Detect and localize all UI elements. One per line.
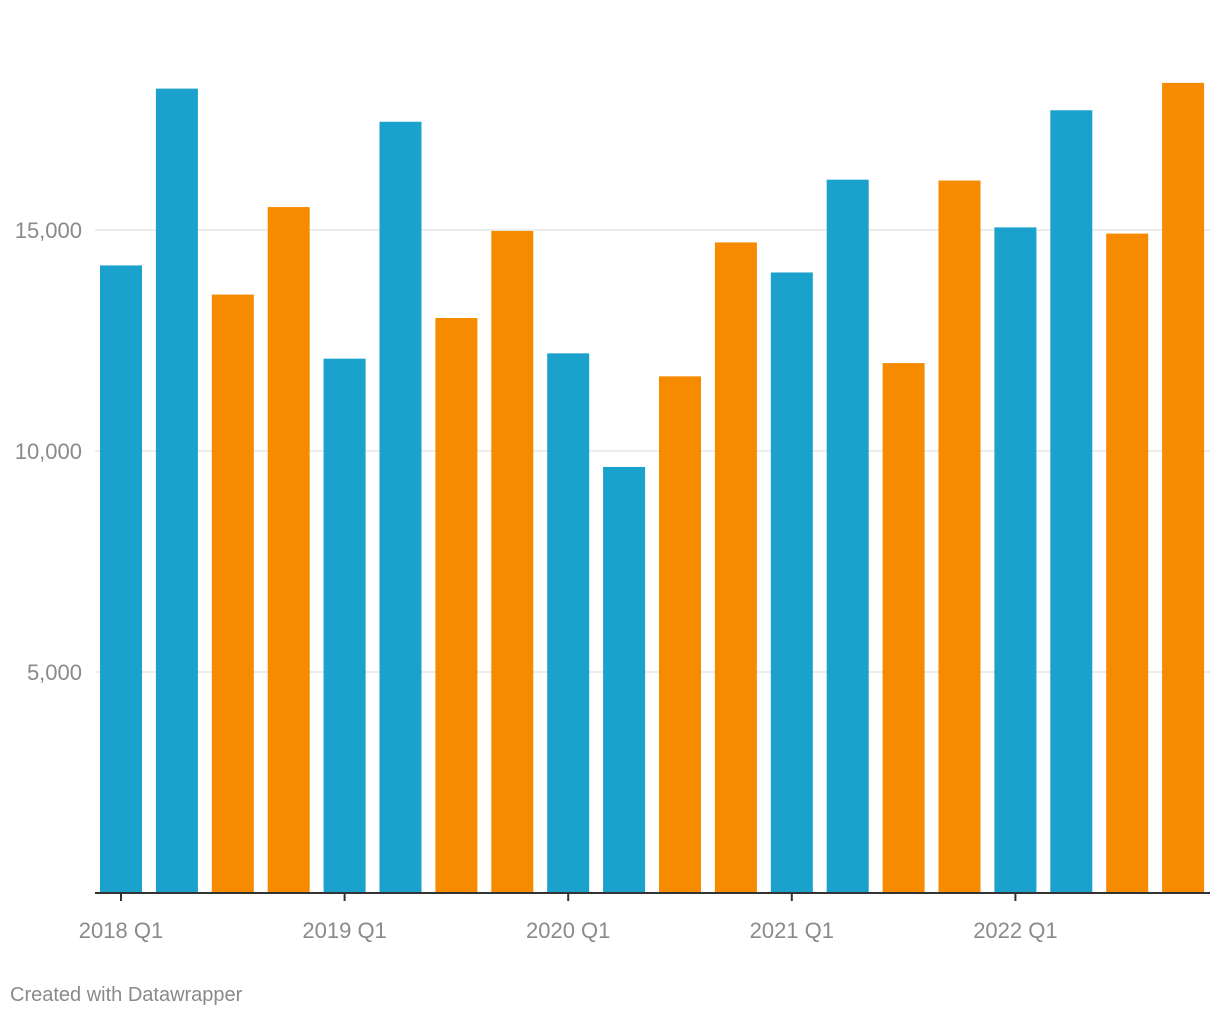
bar-2021-q3: [882, 363, 925, 893]
bar-2020-q1: [547, 353, 590, 893]
bar-2021-q4: [938, 180, 981, 893]
bar-2018-q3: [211, 294, 254, 893]
bar-2018-q1: [100, 265, 142, 893]
bar-2020-q4: [714, 242, 757, 894]
bar-2018-q2: [155, 88, 198, 893]
bar-2018-q4: [267, 207, 310, 893]
bar-2021-q2: [826, 179, 869, 893]
bar-2022-q1: [994, 227, 1037, 893]
bar-2019-q2: [379, 121, 422, 893]
bar-2022-q2: [1050, 110, 1093, 893]
bar-2019-q1: [323, 358, 366, 894]
y-tick-label: 5,000: [27, 660, 82, 685]
y-tick-label: 15,000: [15, 218, 82, 243]
x-tick-label: 2019 Q1: [302, 918, 386, 943]
bar-2020-q2: [603, 466, 646, 893]
bar-2019-q3: [435, 317, 478, 894]
x-tick-label: 2020 Q1: [526, 918, 610, 943]
credit-text: Created with Datawrapper: [10, 984, 243, 1006]
x-tick-label: 2021 Q1: [750, 918, 834, 943]
x-tick-label: 2018 Q1: [79, 918, 163, 943]
bar-2022-q4: [1162, 82, 1205, 894]
x-tick-label: 2022 Q1: [973, 918, 1057, 943]
bar-2019-q4: [491, 230, 534, 894]
bar-2021-q1: [770, 272, 813, 893]
bar-2020-q3: [659, 376, 701, 893]
y-tick-label: 10,000: [15, 439, 82, 464]
bar-2022-q3: [1106, 233, 1149, 893]
